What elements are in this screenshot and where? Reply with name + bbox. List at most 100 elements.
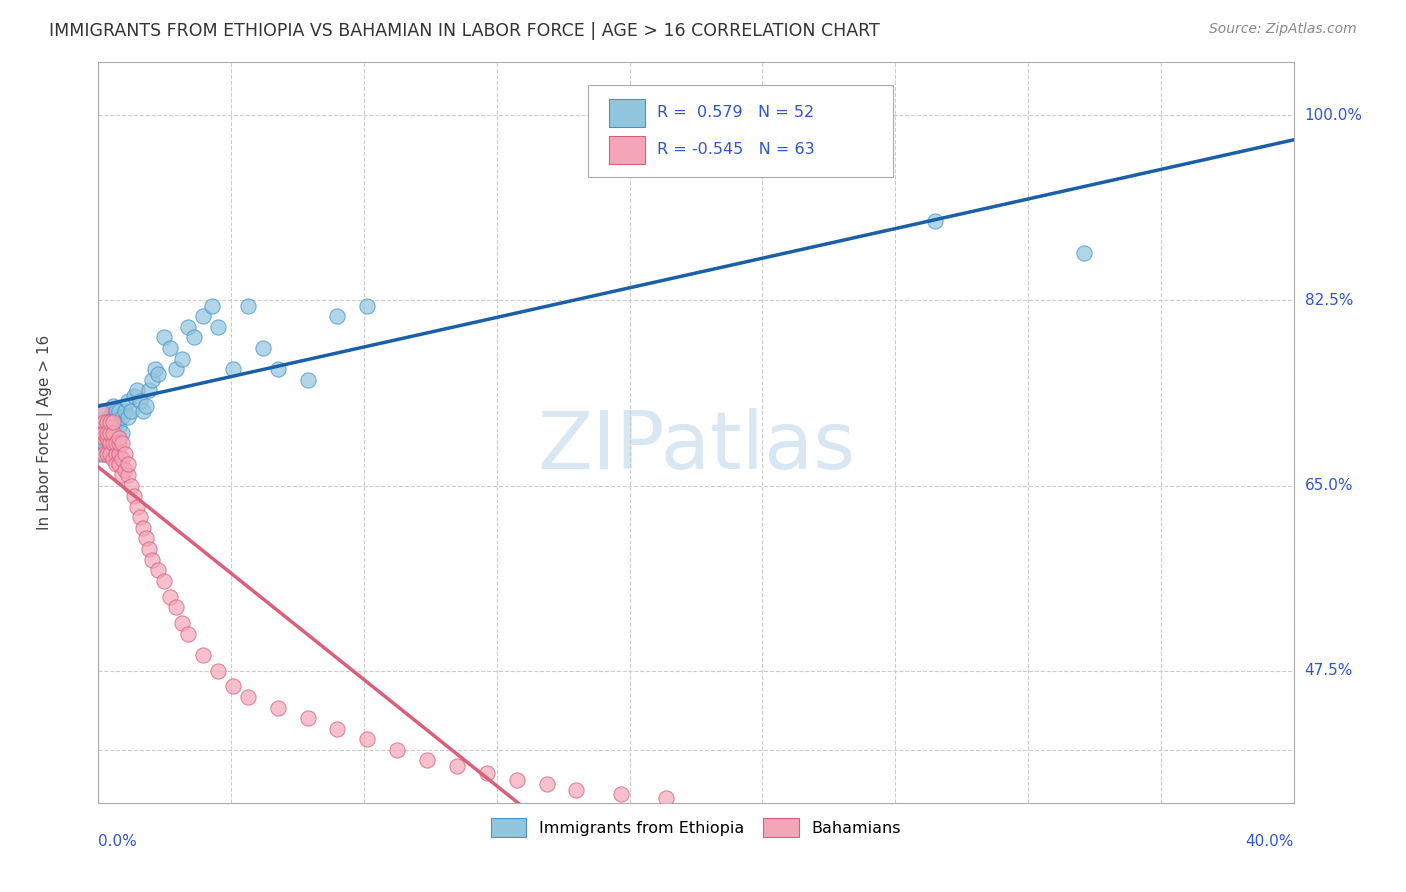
Point xyxy=(108,404,131,418)
Point xyxy=(153,330,176,344)
Point xyxy=(127,500,149,514)
Point xyxy=(222,362,245,376)
Point xyxy=(506,772,529,787)
Point xyxy=(96,415,118,429)
Point xyxy=(536,777,558,791)
Point xyxy=(96,431,118,445)
Point xyxy=(117,409,139,424)
Point xyxy=(924,214,946,228)
Point xyxy=(103,399,125,413)
Point xyxy=(385,743,409,757)
Point xyxy=(356,299,378,313)
Point xyxy=(98,425,122,440)
Point xyxy=(655,790,678,805)
Text: 65.0%: 65.0% xyxy=(1305,478,1353,493)
Point xyxy=(416,754,439,768)
Point xyxy=(93,431,115,445)
Point xyxy=(93,447,115,461)
Point xyxy=(90,404,112,418)
Point xyxy=(111,425,134,440)
Text: In Labor Force | Age > 16: In Labor Force | Age > 16 xyxy=(37,335,52,530)
Point xyxy=(103,425,125,440)
Point xyxy=(108,420,131,434)
Point xyxy=(117,467,139,482)
Point xyxy=(114,462,136,476)
Point xyxy=(124,389,146,403)
Point xyxy=(93,404,115,418)
Point xyxy=(103,452,125,467)
Point xyxy=(236,299,259,313)
Point xyxy=(267,700,290,714)
Point xyxy=(138,541,160,556)
Point xyxy=(98,436,122,450)
FancyBboxPatch shape xyxy=(609,136,644,164)
Point xyxy=(103,415,125,429)
Point xyxy=(108,447,131,461)
Point xyxy=(103,436,125,450)
Point xyxy=(141,373,163,387)
FancyBboxPatch shape xyxy=(589,85,893,178)
Point xyxy=(93,436,115,450)
Point xyxy=(93,420,115,434)
Point xyxy=(1073,245,1095,260)
Point xyxy=(127,384,149,398)
Point xyxy=(105,458,128,472)
Point xyxy=(105,404,128,418)
Point xyxy=(446,758,468,772)
Point xyxy=(129,510,152,524)
Text: R =  0.579   N = 52: R = 0.579 N = 52 xyxy=(657,105,814,120)
Point xyxy=(98,415,122,429)
Point xyxy=(96,415,118,429)
Point xyxy=(148,563,170,577)
Point xyxy=(135,532,157,546)
Point xyxy=(159,341,181,355)
Point xyxy=(159,590,181,604)
Point xyxy=(183,330,205,344)
Point xyxy=(114,447,136,461)
Point xyxy=(105,436,128,450)
Point xyxy=(141,552,163,566)
Point xyxy=(153,574,176,588)
Point xyxy=(222,680,245,694)
Point xyxy=(96,447,118,461)
FancyBboxPatch shape xyxy=(609,99,644,127)
Point xyxy=(610,788,633,802)
Point xyxy=(267,362,290,376)
Point xyxy=(108,431,131,445)
Point xyxy=(114,404,136,418)
Point xyxy=(177,626,200,640)
Point xyxy=(207,319,229,334)
Point xyxy=(172,351,194,366)
Text: 47.5%: 47.5% xyxy=(1305,663,1353,678)
Point xyxy=(98,425,122,440)
Point xyxy=(105,425,128,440)
Point xyxy=(252,341,274,355)
Point xyxy=(172,615,194,630)
Point xyxy=(98,409,122,424)
Point xyxy=(117,458,139,472)
Point xyxy=(111,467,134,482)
Point xyxy=(191,648,214,662)
Text: 0.0%: 0.0% xyxy=(98,834,138,849)
Point xyxy=(201,299,224,313)
Point xyxy=(98,442,122,456)
Point xyxy=(93,425,115,440)
Text: 100.0%: 100.0% xyxy=(1305,108,1362,123)
Point xyxy=(326,722,349,736)
Point xyxy=(103,425,125,440)
Point xyxy=(207,664,229,678)
Point xyxy=(96,425,118,440)
Point xyxy=(236,690,259,704)
Point xyxy=(93,415,115,429)
Point xyxy=(135,399,157,413)
Point xyxy=(120,478,142,492)
Point xyxy=(124,489,146,503)
Point xyxy=(108,436,131,450)
Legend: Immigrants from Ethiopia, Bahamians: Immigrants from Ethiopia, Bahamians xyxy=(485,812,907,843)
Point xyxy=(165,362,187,376)
Text: 40.0%: 40.0% xyxy=(1246,834,1294,849)
Point xyxy=(129,393,152,408)
Point xyxy=(90,447,112,461)
Point xyxy=(326,310,349,324)
Point xyxy=(177,319,200,334)
